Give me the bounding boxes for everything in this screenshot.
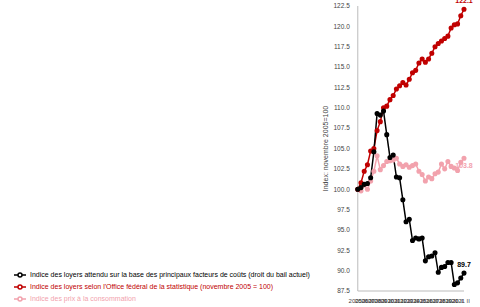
html-text:Indice des loyers selon l'Offi: Indice des loyers selon l'Office fédéral… <box>30 282 273 290</box>
svg-text:89.7: 89.7 <box>457 261 471 268</box>
svg-text:115.0: 115.0 <box>334 63 350 70</box>
svg-text:107.5: 107.5 <box>334 124 351 131</box>
svg-text:Index: novembre 2005=100: Index: novembre 2005=100 <box>322 106 329 192</box>
svg-text:110.0: 110.0 <box>334 104 350 111</box>
svg-text:117.5: 117.5 <box>334 43 350 50</box>
svg-text:90.0: 90.0 <box>337 267 350 274</box>
svg-text:103.8: 103.8 <box>455 162 472 169</box>
svg-text:2021 II: 2021 II <box>452 298 471 304</box>
html-text:Indice des loyers attendu sur: Indice des loyers attendu sur la base de… <box>30 270 310 278</box>
svg-text:122.1: 122.1 <box>455 0 472 4</box>
html-text:Indice des prix à la consommat: Indice des prix à la consommation <box>30 294 136 302</box>
svg-text:102.5: 102.5 <box>334 165 351 172</box>
svg-text:92.5: 92.5 <box>337 247 350 254</box>
svg-text:122.5: 122.5 <box>334 2 351 9</box>
svg-text:100.0: 100.0 <box>334 186 351 193</box>
svg-text:87.5: 87.5 <box>337 287 350 294</box>
svg-text:95.0: 95.0 <box>337 226 350 233</box>
svg-text:112.5: 112.5 <box>334 84 350 91</box>
svg-text:105.0: 105.0 <box>334 145 351 152</box>
svg-text:97.5: 97.5 <box>337 206 350 213</box>
svg-text:120.0: 120.0 <box>334 23 351 30</box>
